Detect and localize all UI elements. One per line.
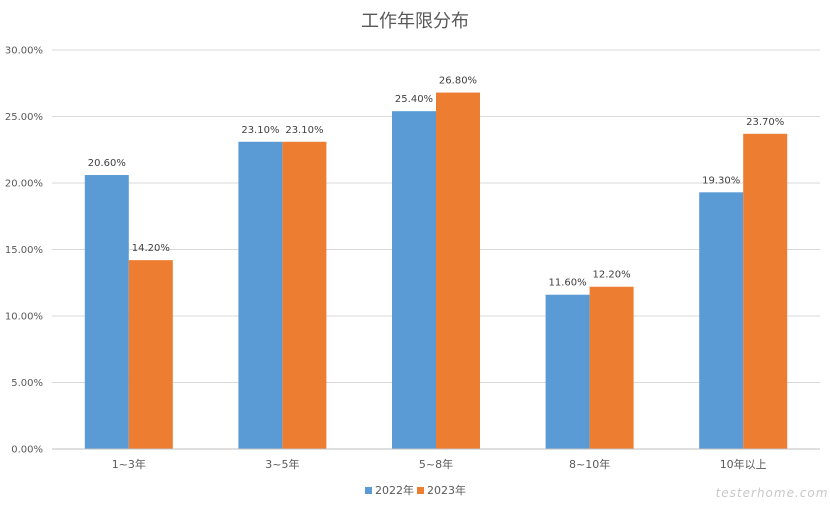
data-label: 23.70% <box>746 117 784 128</box>
y-tick-label: 25.00% <box>5 112 43 123</box>
x-axis: 1~3年 3~5年 5~8年 8~10年 10年以上 <box>52 448 820 471</box>
bar <box>128 260 173 449</box>
y-tick-label: 5.00% <box>11 378 43 389</box>
x-tick-label: 10年以上 <box>720 457 767 471</box>
legend-label: 2023年 <box>427 483 466 497</box>
y-tick-label: 0.00% <box>11 445 43 456</box>
data-label: 20.60% <box>88 158 126 169</box>
bar <box>699 192 744 449</box>
x-tick-label: 5~8年 <box>419 457 453 471</box>
y-tick-label: 20.00% <box>5 179 43 190</box>
y-axis-tick-labels: 0.00% 5.00% 10.00% 15.00% 20.00% 25.00% 30.00% <box>5 46 43 456</box>
watermark-text: testerhome.com <box>716 486 829 500</box>
data-label: 19.30% <box>702 175 740 186</box>
data-label: 12.20% <box>593 270 631 281</box>
data-label: 23.10% <box>241 125 279 136</box>
bars <box>84 92 788 450</box>
data-label: 11.60% <box>549 278 587 289</box>
bar <box>282 141 327 449</box>
x-tick-label: 8~10年 <box>569 457 610 471</box>
bar <box>743 133 788 450</box>
x-tick-label: 1~3年 <box>112 457 146 471</box>
legend: 2022年 2023年 <box>365 483 466 497</box>
chart-title: 工作年限分布 <box>361 11 469 32</box>
bar <box>84 175 129 449</box>
bar <box>436 92 480 449</box>
legend-swatch <box>417 487 424 494</box>
y-tick-label: 10.00% <box>5 312 43 323</box>
data-label: 14.20% <box>132 243 170 254</box>
x-tick-label: 3~5年 <box>265 457 299 471</box>
y-tick-label: 15.00% <box>5 245 43 256</box>
legend-label: 2022年 <box>375 483 414 497</box>
y-tick-label: 30.00% <box>5 46 43 57</box>
bar <box>392 111 436 450</box>
bar <box>545 294 590 449</box>
data-labels: 20.60% 14.20% 23.10% 23.10% 25.40% 26.80% 11.6… <box>88 76 785 289</box>
data-label: 25.40% <box>395 94 433 105</box>
legend-swatch <box>365 487 372 494</box>
bar <box>238 141 283 449</box>
bar <box>589 286 634 449</box>
data-label: 23.10% <box>285 125 323 136</box>
data-label: 26.80% <box>439 76 477 87</box>
